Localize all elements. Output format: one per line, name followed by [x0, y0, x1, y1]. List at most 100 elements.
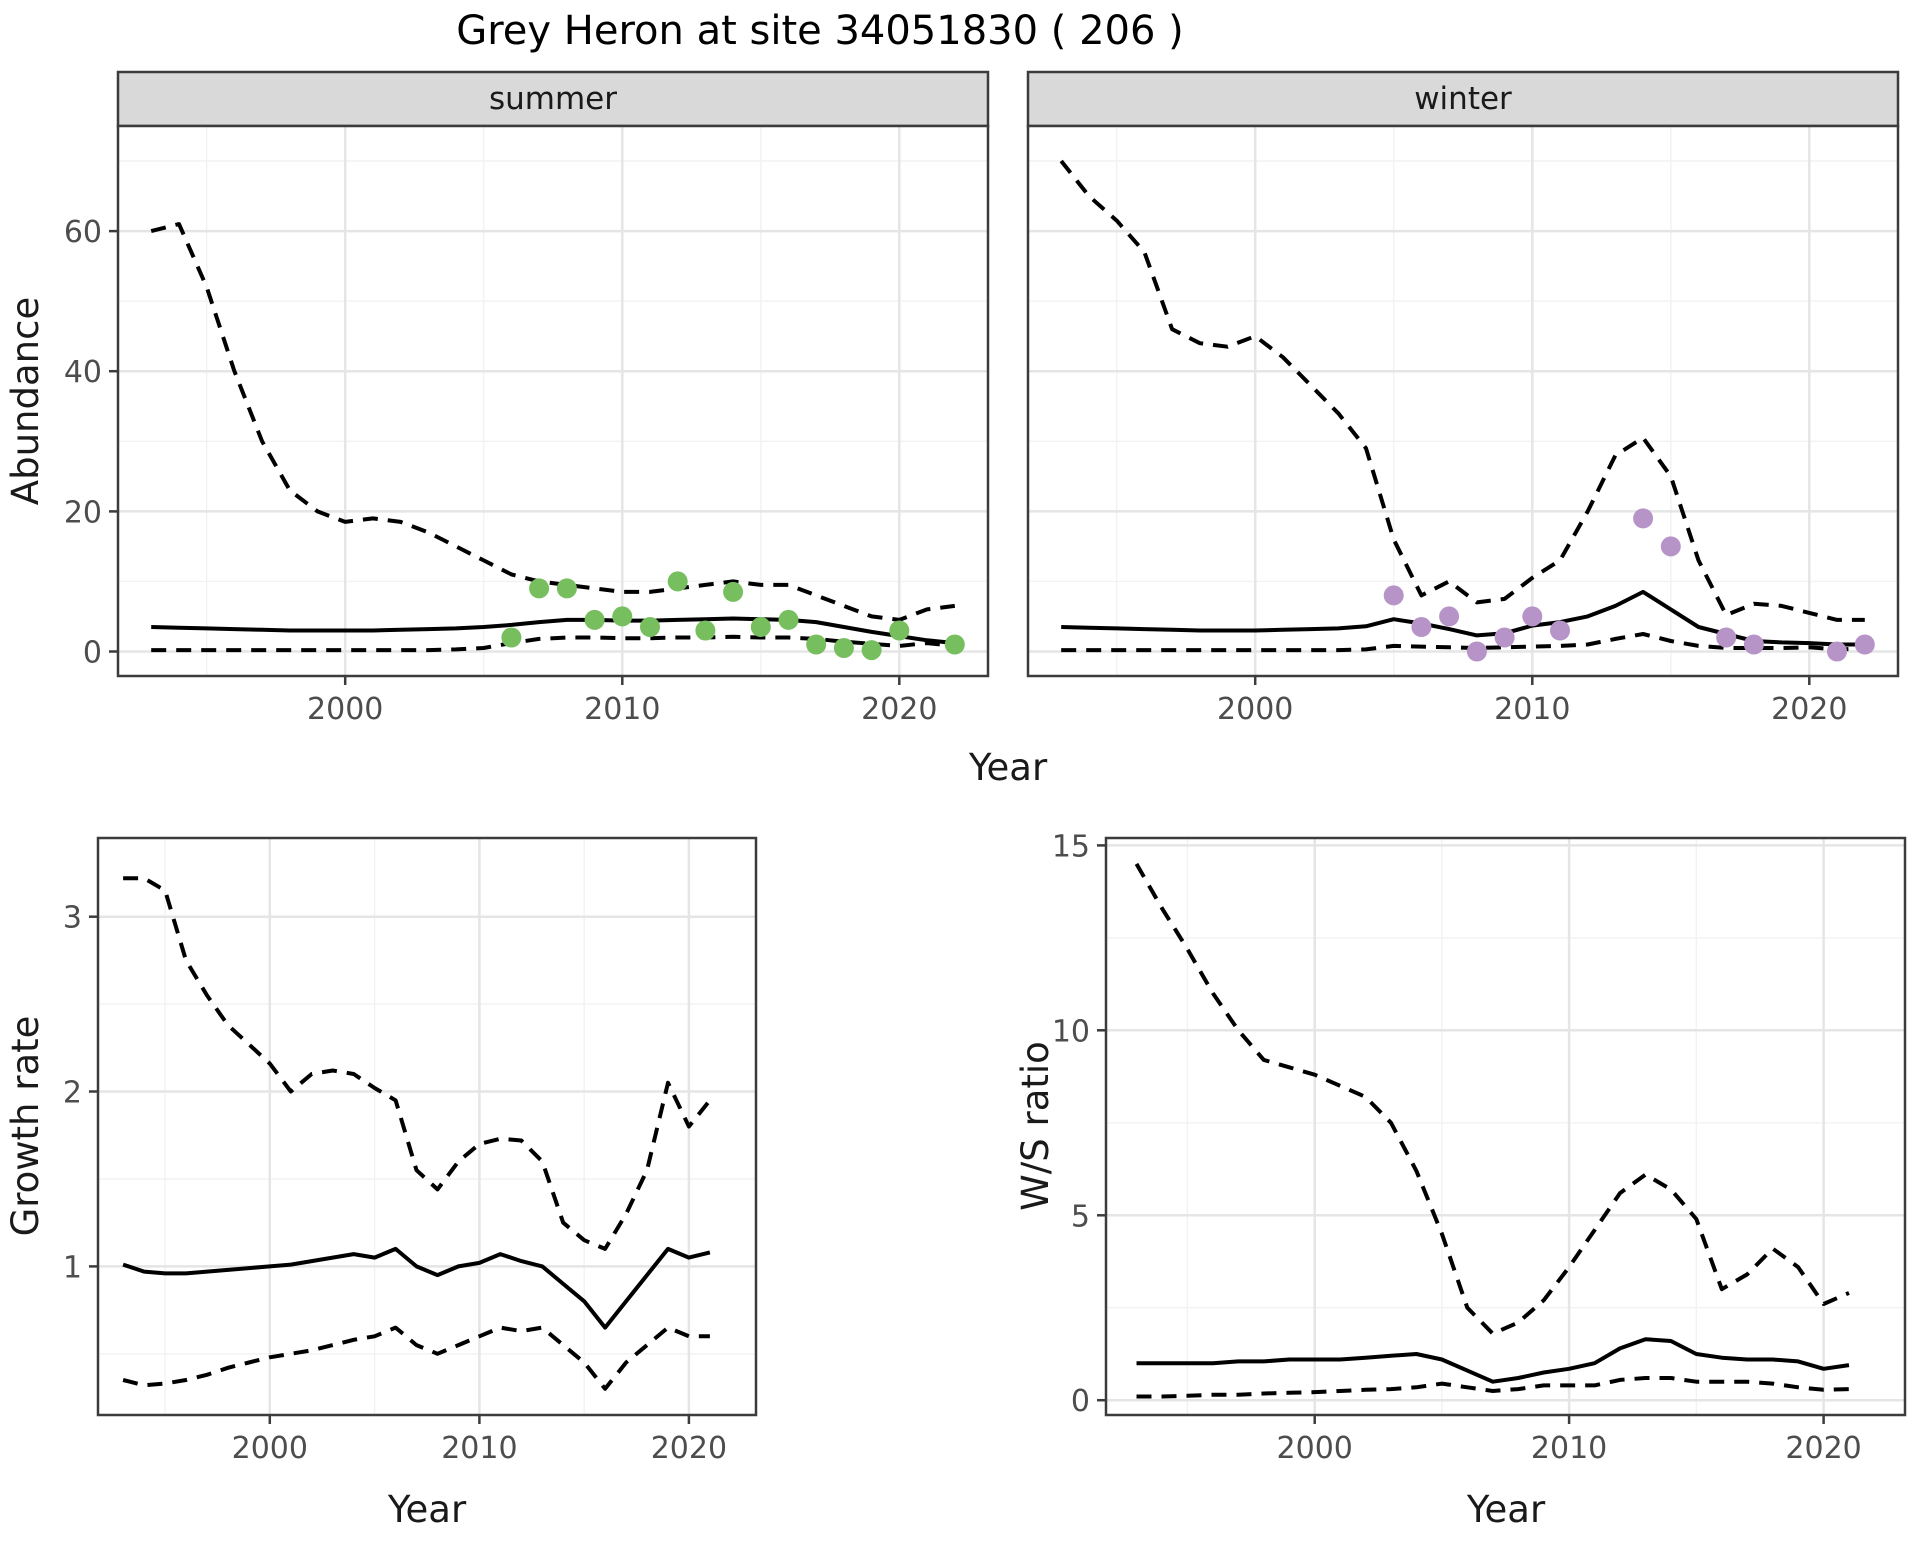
series-lines [1134, 862, 1850, 1399]
gridlines [118, 126, 988, 676]
data-point [1854, 634, 1875, 655]
top-x-axis-title: Year [968, 746, 1048, 789]
x-tick-label: 2010 [1494, 692, 1570, 727]
abundance-y-axis-title: Abundance [4, 297, 47, 505]
data-point [1522, 606, 1543, 627]
y-tick-label: 15 [1052, 829, 1090, 864]
upper-ci-line [150, 222, 956, 622]
y-tick-label: 40 [64, 355, 102, 390]
data-point [529, 578, 550, 599]
upper-ci-line [123, 876, 712, 1251]
data-point [861, 640, 882, 661]
gridlines [98, 838, 756, 1415]
chart-title: Grey Heron at site 34051830 ( 206 ) [456, 8, 1184, 54]
series-lines [122, 876, 712, 1391]
data-point [1716, 627, 1737, 648]
data-point [1383, 585, 1404, 606]
facet-strip-winter: winter [1026, 70, 1900, 128]
growth-y-axis-title: Growth rate [4, 1016, 47, 1237]
data-point [640, 617, 660, 637]
facet-strip-winter-label: winter [1414, 81, 1512, 117]
y-axis: 0 20 40 60 [64, 215, 118, 671]
panel-abundance-summer: 2000 2010 2020 0 20 40 60 [64, 124, 990, 727]
x-tick-label: 2000 [1217, 692, 1293, 727]
x-tick-label: 2000 [307, 692, 383, 727]
lower-ci-line [151, 634, 956, 653]
panel-border [1104, 836, 1907, 1417]
y-tick-label: 60 [64, 215, 102, 250]
data-point [944, 634, 965, 655]
x-axis: 2000 2010 2020 [1277, 1415, 1862, 1466]
panel-border [116, 124, 990, 678]
y-tick-label: 10 [1052, 1014, 1090, 1049]
y-tick-label: 1 [63, 1250, 82, 1285]
median-line [151, 616, 956, 646]
upper-ci-line [1059, 159, 1865, 622]
x-tick-label: 2020 [651, 1431, 727, 1466]
data-point [667, 571, 688, 592]
panel-abundance-winter: 2000 2010 2020 [1026, 124, 1900, 727]
x-axis: 2000 2010 2020 [232, 1415, 727, 1466]
facet-strip-summer: summer [116, 70, 990, 128]
ws-x-axis-title: Year [1466, 1488, 1546, 1531]
x-tick-label: 2010 [584, 692, 660, 727]
x-tick-label: 2000 [1277, 1431, 1353, 1466]
panel-border [96, 836, 758, 1417]
ws-y-axis-title: W/S ratio [1014, 1041, 1057, 1211]
lower-ci-line [1136, 1376, 1850, 1399]
data-point [1466, 641, 1487, 662]
median-line [1136, 1337, 1850, 1384]
facet-strip-summer-label: summer [489, 81, 617, 117]
y-tick-label: 0 [1071, 1384, 1090, 1419]
y-tick-label: 2 [63, 1076, 82, 1111]
panel-border [1026, 124, 1900, 678]
x-axis: 2000 2010 2020 [307, 676, 937, 727]
lower-ci-line [1061, 632, 1865, 653]
panel-background [98, 838, 756, 1415]
data-point [1660, 536, 1681, 557]
panel-background [1106, 838, 1905, 1415]
panel-ws-ratio: 2000 2010 2020 0 5 10 15 [1052, 829, 1907, 1466]
x-tick-label: 2020 [1771, 692, 1847, 727]
data-point [778, 609, 799, 630]
y-tick-label: 5 [1071, 1199, 1090, 1234]
observed-summer-points [501, 571, 965, 661]
data-point [1494, 627, 1515, 648]
data-point [1743, 634, 1764, 655]
observed-winter-points [1383, 508, 1875, 662]
growth-x-axis-title: Year [387, 1488, 467, 1531]
x-tick-label: 2010 [1531, 1431, 1607, 1466]
panel-growth-rate: 2000 2010 2020 1 2 3 [63, 836, 758, 1466]
data-point [584, 609, 605, 630]
x-axis: 2000 2010 2020 [1217, 676, 1847, 727]
data-point [612, 606, 633, 627]
median-line [122, 1246, 711, 1330]
y-tick-label: 20 [64, 495, 102, 530]
y-axis: 0 5 10 15 [1052, 829, 1106, 1419]
y-tick-label: 3 [63, 901, 82, 936]
x-tick-label: 2020 [861, 692, 937, 727]
x-tick-label: 2010 [441, 1431, 517, 1466]
panel-background [118, 126, 988, 676]
data-point [806, 634, 827, 655]
data-point [889, 620, 910, 641]
data-point [556, 578, 577, 599]
lower-ci-line [122, 1325, 710, 1391]
x-tick-label: 2000 [232, 1431, 308, 1466]
data-point [695, 620, 716, 641]
series-lines [150, 222, 956, 653]
data-point [833, 638, 854, 658]
panel-background [1028, 126, 1898, 676]
data-point [723, 581, 744, 602]
data-point [750, 617, 771, 637]
y-tick-label: 0 [83, 636, 102, 671]
data-point [501, 627, 522, 648]
data-point [1633, 508, 1654, 529]
data-point [1827, 641, 1847, 662]
y-axis: 1 2 3 [63, 901, 98, 1285]
gridlines [1106, 838, 1905, 1415]
x-tick-label: 2020 [1785, 1431, 1861, 1466]
data-point [1439, 606, 1460, 627]
data-point [1411, 617, 1432, 637]
